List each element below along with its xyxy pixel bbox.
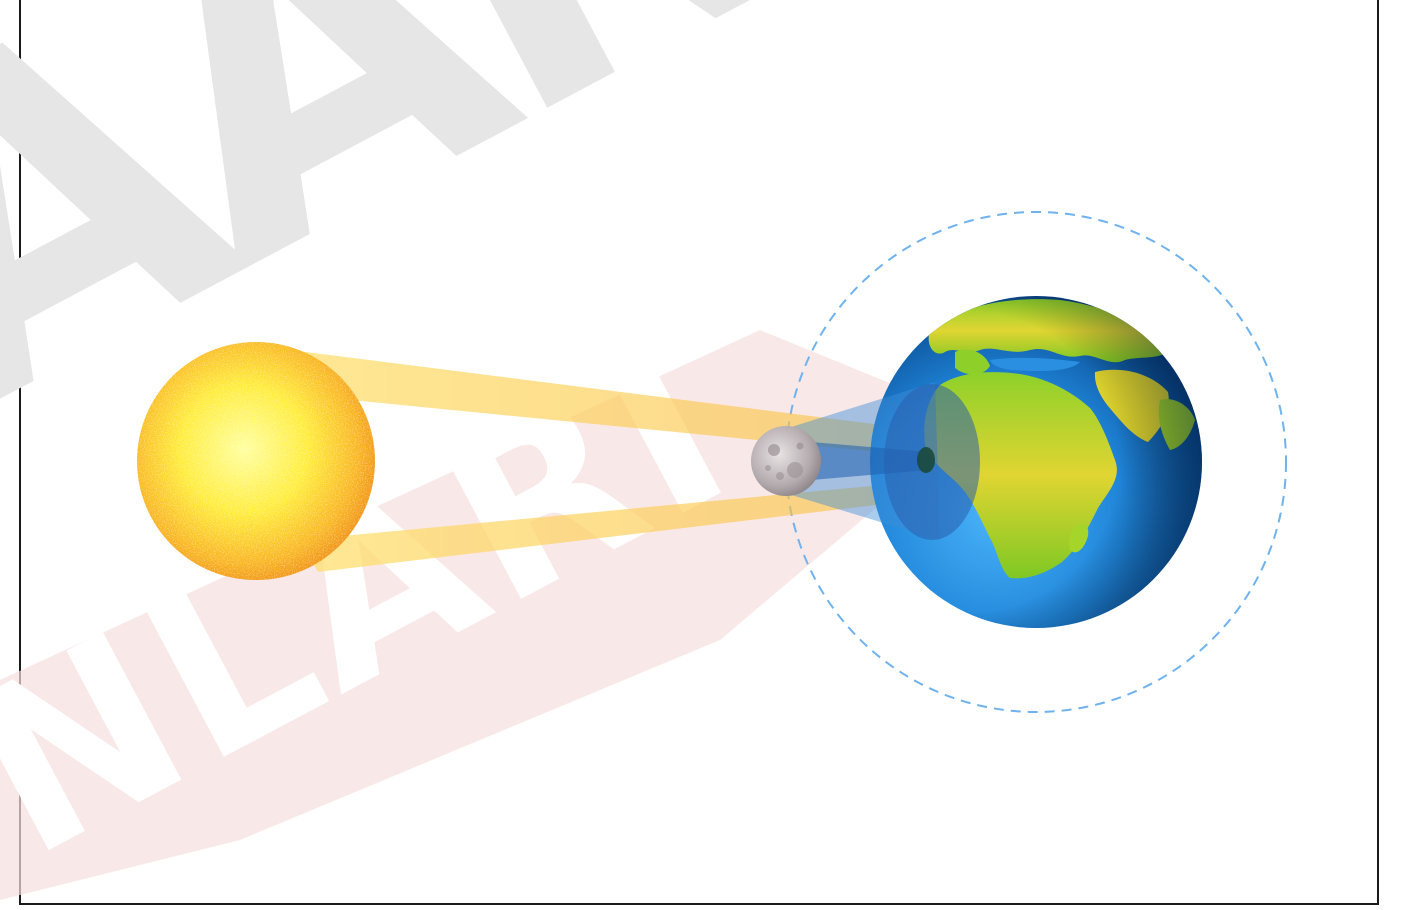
watermark-pink-band xyxy=(0,330,980,900)
sun-icon xyxy=(137,342,375,580)
diagram-frame xyxy=(19,0,1379,905)
shadow-cone xyxy=(788,382,980,540)
sunlight-beam-upper xyxy=(290,350,1062,470)
umbra-region-on-earth xyxy=(917,447,935,473)
earth-globe-icon xyxy=(870,296,1202,628)
moon-icon xyxy=(751,426,821,496)
